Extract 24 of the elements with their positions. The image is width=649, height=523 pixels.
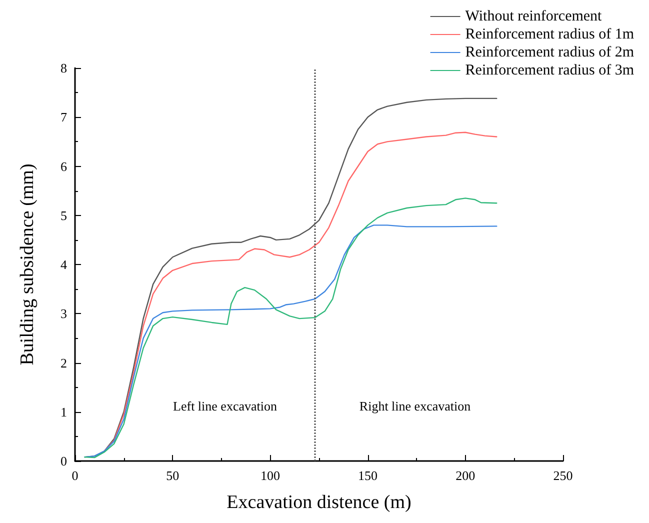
x-tick-label: 0	[72, 468, 78, 483]
legend-label: Reinforcement radius of 3m	[465, 62, 634, 78]
x-tick-label: 250	[553, 468, 573, 483]
y-tick-label: 4	[60, 257, 68, 272]
y-axis-title: Building subsidence (mm)	[17, 164, 38, 366]
y-tick-label: 6	[60, 158, 68, 174]
y-tick-label: 7	[60, 110, 68, 125]
x-tick-label: 200	[456, 468, 476, 483]
legend-label: Reinforcement radius of 2m	[465, 44, 634, 60]
y-tick-label: 1	[60, 404, 67, 420]
line-series	[104, 132, 498, 452]
legend-label: Without reinforcement	[465, 8, 603, 24]
x-tick-label: 100	[260, 468, 280, 483]
x-tick-label: 150	[358, 468, 378, 483]
y-tick-label: 2	[60, 355, 67, 370]
annotation: Right line excavation	[359, 398, 472, 414]
y-tick-label: 3	[60, 306, 67, 322]
x-tick-label: 50	[166, 468, 180, 483]
legend-label: Reinforcement radius of 1m	[465, 26, 634, 42]
y-tick-label: 0	[60, 454, 67, 468]
annotation: Left line excavation	[173, 398, 278, 414]
x-axis-title: Excavation distence (m)	[226, 492, 412, 513]
y-tick-label: 8	[60, 60, 67, 76]
y-tick-label: 5	[60, 208, 67, 223]
